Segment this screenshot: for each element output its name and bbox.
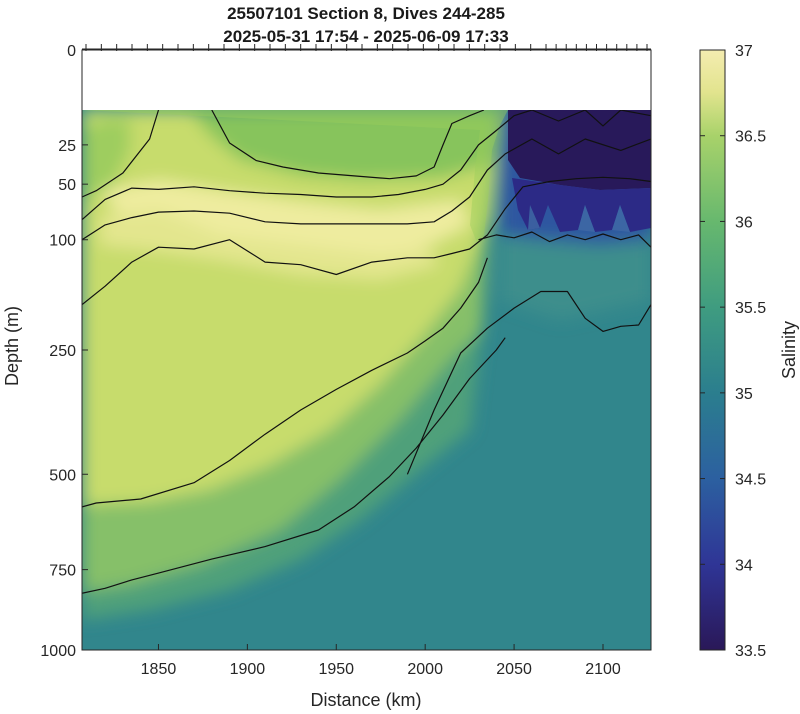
colorbar-tick-label: 34.5 [735,472,766,489]
x-tick-label: 1900 [230,661,266,678]
y-axis-label: Depth (m) [2,306,22,386]
colorbar-ticks: 33.5 34 34.5 35 35.5 36 36.5 37 [700,43,766,660]
x-axis-label: Distance (km) [310,690,421,710]
contour-line [82,176,651,306]
colorbar-tick-label: 36.5 [735,129,766,146]
contour-line [478,231,651,248]
dive-position-ticks [82,44,651,51]
chart-subtitle: 2025-05-31 17:54 - 2025-06-09 17:33 [223,27,508,46]
y-tick-label: 1000 [40,643,76,660]
contour-line [82,337,506,594]
y-tick-label: 50 [58,177,76,194]
contour-line [82,110,651,221]
x-tick-label: 2000 [407,661,443,678]
colorbar-label: Salinity [779,321,799,379]
salinity-field [82,110,651,650]
chart-title: 25507101 Section 8, Dives 244-285 [227,4,505,23]
colorbar-tick-label: 35 [735,386,753,403]
y-tick-label: 0 [67,43,76,60]
contour-line [406,290,651,475]
x-tick-label: 2050 [496,661,532,678]
x-tick-label: 1850 [141,661,177,678]
colorbar-tick-label: 33.5 [735,643,766,660]
x-tick-label: 2100 [585,661,621,678]
colorbar-tick-label: 36 [735,214,753,231]
y-tick-label: 250 [49,343,76,360]
colorbar-tick-label: 34 [735,557,753,574]
y-tick-label: 500 [49,467,76,484]
x-tick-label: 1950 [318,661,354,678]
colorbar-tick-label: 37 [735,43,753,60]
y-axis: 0 25 50 100 250 500 750 1000 [40,43,88,660]
contour-line [82,110,160,198]
contour-line [211,110,485,180]
colorbar-tick-label: 35.5 [735,300,766,317]
y-tick-label: 100 [49,233,76,250]
contour-line [82,257,488,508]
contour-lines [82,110,651,594]
y-tick-label: 750 [49,563,76,580]
y-tick-label: 25 [58,138,76,155]
x-axis: 1850 1900 1950 2000 2050 2100 [141,644,621,678]
colorbar [699,49,726,651]
contour-line [82,138,651,241]
